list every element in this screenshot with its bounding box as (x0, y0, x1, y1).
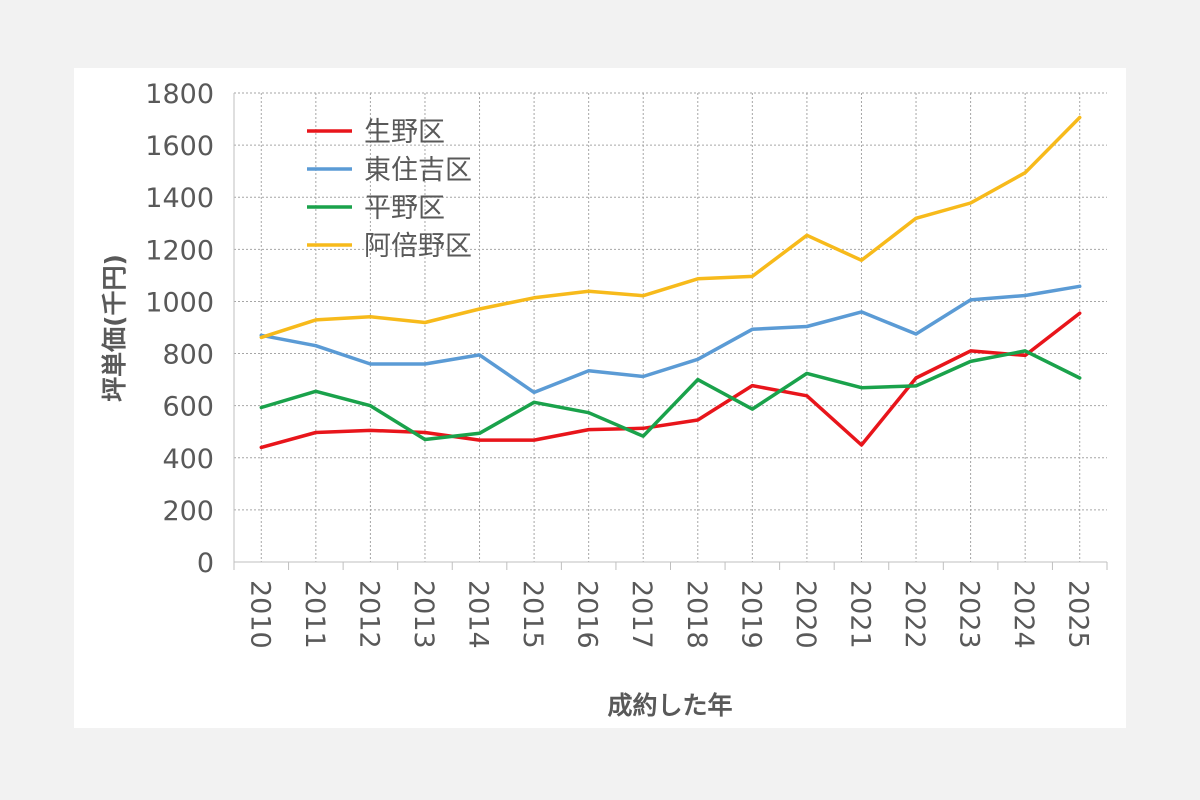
y-tick-label: 400 (162, 444, 214, 475)
x-tick-label: 2010 (244, 580, 275, 649)
y-tick-label: 1000 (145, 287, 214, 318)
axes (233, 93, 1108, 570)
y-tick-label: 800 (162, 340, 214, 371)
x-axis-title: 成約した年 (607, 691, 732, 720)
x-tick-label: 2022 (899, 580, 930, 649)
y-tick-label: 1400 (145, 183, 214, 214)
y-tick-label: 1800 (145, 79, 214, 110)
y-tick-label: 0 (197, 548, 214, 579)
legend-label: 東住吉区 (364, 155, 472, 186)
x-tick-label: 2017 (626, 580, 657, 649)
y-tick-label: 600 (162, 392, 214, 423)
series-line (259, 349, 1082, 442)
x-tick-label: 2018 (681, 580, 712, 649)
series-line (259, 284, 1082, 395)
series-line (259, 311, 1082, 450)
x-tick-label: 2015 (517, 580, 548, 649)
legend-label: 生野区 (364, 117, 445, 148)
legend-label: 阿倍野区 (364, 231, 472, 262)
x-tick-label: 2011 (299, 580, 330, 649)
y-tick-label: 1200 (145, 235, 214, 266)
x-tick-label: 2021 (844, 580, 875, 649)
y-tick-label: 200 (162, 496, 214, 527)
x-tick-label: 2013 (408, 580, 439, 649)
chart-card (74, 68, 1126, 728)
legend-label: 平野区 (364, 193, 445, 224)
y-tick-label: 1600 (145, 131, 214, 162)
x-tick-label: 2012 (353, 580, 384, 649)
series-line (259, 115, 1082, 340)
y-axis-title: 坪単価(千円) (100, 254, 129, 402)
x-tick-label: 2023 (954, 580, 985, 649)
x-tick-label: 2014 (463, 580, 494, 649)
y-tick-labels: 0 200 400 600 800 1000 1200 1400 1600 1800 (145, 79, 214, 579)
x-tick-label: 2020 (790, 580, 821, 649)
x-tick-label: 2019 (735, 580, 766, 649)
x-tick-label: 2025 (1063, 580, 1094, 649)
series-lines (259, 115, 1082, 450)
x-tick-label: 2024 (1008, 580, 1039, 649)
x-tick-label: 2016 (572, 580, 603, 649)
grid-lines (234, 92, 1107, 562)
x-tick-labels: 2010 2011 2012 2013 2014 2015 2016 2017 2018 2019… (244, 580, 1093, 649)
